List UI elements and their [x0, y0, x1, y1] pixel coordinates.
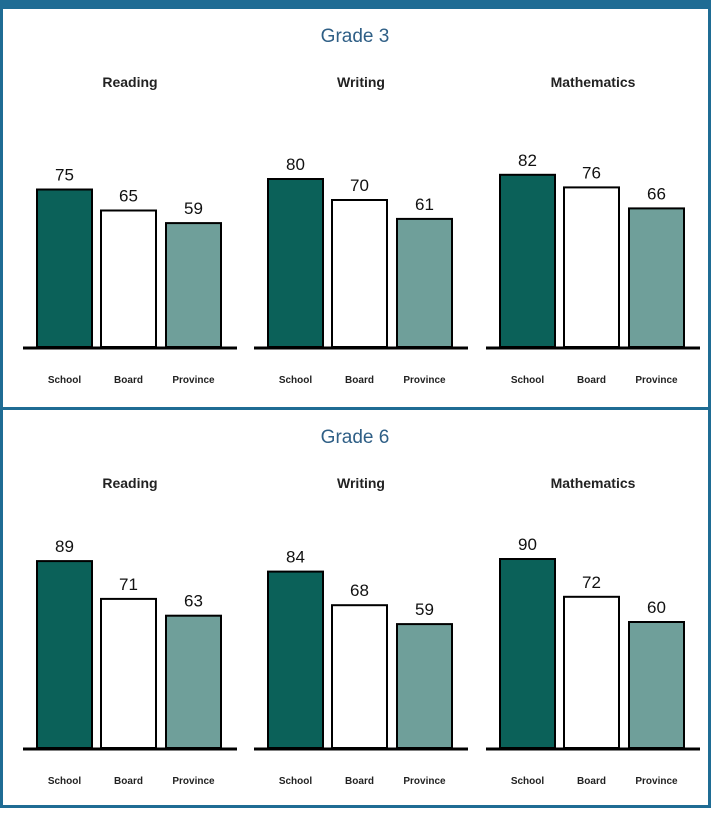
subject-title: Writing [337, 475, 385, 491]
data-label: 70 [350, 176, 369, 195]
data-label: 61 [415, 195, 434, 214]
province-bar [628, 621, 685, 749]
board-bar [563, 595, 620, 749]
board-bar [331, 199, 388, 348]
subject-title: Reading [102, 475, 157, 491]
category-label: School [511, 776, 545, 787]
category-label: Board [114, 776, 143, 787]
grade-panel: Grade 6 Reading 89 School 71 Board 63 Province W… [3, 410, 708, 808]
category-label: Board [345, 375, 374, 386]
data-label: 59 [415, 600, 434, 619]
data-label: 65 [119, 187, 138, 206]
data-label: 72 [582, 573, 601, 592]
category-label: Board [345, 776, 374, 787]
subject-title: Writing [337, 74, 385, 90]
province-bar [396, 217, 453, 348]
category-label: Province [403, 375, 446, 386]
category-label: School [48, 375, 82, 386]
category-label: Board [114, 375, 143, 386]
subject-title: Reading [102, 74, 157, 90]
category-label: Province [172, 375, 215, 386]
category-label: Province [172, 776, 215, 787]
category-label: School [279, 375, 313, 386]
data-label: 76 [582, 163, 601, 182]
data-label: 63 [184, 592, 203, 611]
data-label: 80 [286, 155, 305, 174]
category-label: Province [403, 776, 446, 787]
category-label: Board [577, 375, 606, 386]
subject-title: Mathematics [551, 475, 636, 491]
data-label: 90 [518, 535, 537, 554]
data-label: 68 [350, 581, 369, 600]
province-bar [165, 614, 222, 749]
category-label: Province [635, 776, 678, 787]
category-label: School [279, 776, 313, 787]
panel-divider [3, 407, 708, 410]
school-bar [36, 560, 93, 749]
board-bar [563, 186, 620, 348]
category-label: Province [635, 375, 678, 386]
province-bar [628, 207, 685, 348]
school-bar [499, 173, 556, 348]
board-bar [331, 604, 388, 749]
school-bar [499, 558, 556, 749]
school-bar [267, 570, 324, 749]
category-label: School [511, 375, 545, 386]
grade-panel: Grade 3 Reading 75 School 65 Board 59 Province W… [3, 9, 708, 407]
data-label: 71 [119, 575, 138, 594]
province-bar [165, 222, 222, 349]
grade-chart-svg: Grade 3 Reading 75 School 65 Board 59 Province W… [23, 26, 700, 386]
school-bar [267, 178, 324, 348]
data-label: 60 [647, 598, 666, 617]
category-label: Board [577, 776, 606, 787]
board-bar [100, 597, 157, 749]
school-bar [36, 188, 93, 348]
board-bar [100, 209, 157, 348]
data-label: 82 [518, 151, 537, 170]
data-label: 84 [286, 548, 305, 567]
grade-chart-svg: Grade 6 Reading 89 School 71 Board 63 Province W… [23, 427, 700, 787]
grade-title: Grade 6 [321, 427, 390, 448]
subject-title: Mathematics [551, 74, 636, 90]
category-label: School [48, 776, 82, 787]
data-label: 75 [55, 166, 74, 185]
grade-title: Grade 3 [321, 26, 390, 47]
data-label: 59 [184, 199, 203, 218]
data-label: 66 [647, 184, 666, 203]
province-bar [396, 623, 453, 750]
data-label: 89 [55, 537, 74, 556]
